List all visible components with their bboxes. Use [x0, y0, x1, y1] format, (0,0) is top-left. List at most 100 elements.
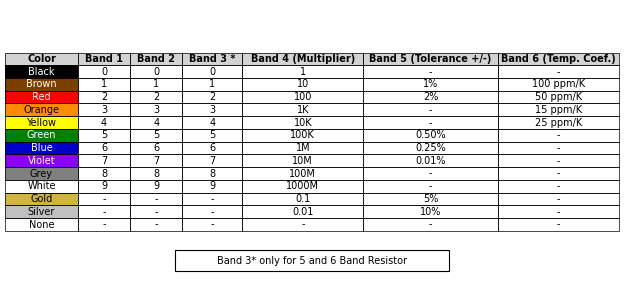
- Text: -: -: [557, 67, 560, 77]
- Bar: [130, 205, 182, 218]
- Text: 8: 8: [153, 169, 159, 179]
- Bar: [498, 129, 619, 142]
- Bar: [182, 116, 242, 129]
- Bar: [78, 218, 130, 231]
- Bar: [242, 91, 363, 103]
- Bar: [242, 218, 363, 231]
- Text: -: -: [155, 207, 158, 217]
- Bar: [5, 65, 78, 78]
- Text: -: -: [155, 220, 158, 229]
- Text: 5%: 5%: [423, 194, 438, 204]
- Bar: [5, 142, 78, 154]
- Text: -: -: [210, 194, 214, 204]
- Text: 8: 8: [101, 169, 107, 179]
- Bar: [363, 180, 498, 193]
- Bar: [363, 103, 498, 116]
- Bar: [175, 250, 449, 272]
- Text: -: -: [557, 220, 560, 229]
- Bar: [242, 193, 363, 205]
- Bar: [130, 53, 182, 65]
- Text: -: -: [429, 181, 432, 191]
- Bar: [242, 180, 363, 193]
- Bar: [130, 91, 182, 103]
- Bar: [78, 205, 130, 218]
- Bar: [498, 167, 619, 180]
- Text: 10M: 10M: [293, 156, 313, 166]
- Bar: [182, 65, 242, 78]
- Text: 2%: 2%: [423, 92, 438, 102]
- Bar: [363, 180, 498, 193]
- Text: 7: 7: [153, 156, 159, 166]
- Bar: [78, 218, 130, 231]
- Bar: [498, 91, 619, 103]
- Bar: [5, 154, 78, 167]
- Bar: [5, 53, 78, 65]
- Bar: [363, 65, 498, 78]
- Bar: [498, 180, 619, 193]
- Bar: [242, 53, 363, 65]
- Text: 3: 3: [209, 105, 215, 115]
- Bar: [78, 116, 130, 129]
- Bar: [78, 116, 130, 129]
- Bar: [498, 103, 619, 116]
- Bar: [78, 91, 130, 103]
- Bar: [242, 53, 363, 65]
- Text: -: -: [429, 105, 432, 115]
- Text: 100 ppm/K: 100 ppm/K: [532, 80, 585, 89]
- Bar: [5, 193, 78, 205]
- Text: 2: 2: [153, 92, 159, 102]
- Bar: [242, 103, 363, 116]
- Bar: [78, 91, 130, 103]
- Text: Yellow: Yellow: [26, 118, 56, 128]
- Bar: [363, 167, 498, 180]
- Text: -: -: [557, 207, 560, 217]
- Text: -: -: [429, 118, 432, 128]
- Text: Grey: Grey: [30, 169, 53, 179]
- Bar: [242, 193, 363, 205]
- Bar: [242, 180, 363, 193]
- Text: Brown: Brown: [26, 80, 57, 89]
- Bar: [242, 91, 363, 103]
- Bar: [498, 193, 619, 205]
- Text: 1%: 1%: [423, 80, 438, 89]
- Bar: [5, 129, 78, 142]
- Bar: [5, 167, 78, 180]
- Text: 0: 0: [209, 67, 215, 77]
- Text: White: White: [27, 181, 56, 191]
- Bar: [130, 193, 182, 205]
- Text: -: -: [429, 169, 432, 179]
- Text: 0.50%: 0.50%: [415, 130, 446, 140]
- Bar: [182, 91, 242, 103]
- Bar: [363, 91, 498, 103]
- Bar: [182, 116, 242, 129]
- Bar: [363, 129, 498, 142]
- Text: 1: 1: [300, 67, 306, 77]
- Bar: [78, 65, 130, 78]
- Bar: [242, 154, 363, 167]
- Bar: [5, 53, 78, 65]
- Bar: [78, 180, 130, 193]
- Bar: [130, 91, 182, 103]
- Text: -: -: [155, 194, 158, 204]
- Bar: [182, 142, 242, 154]
- Bar: [498, 116, 619, 129]
- Bar: [5, 142, 78, 154]
- Bar: [242, 78, 363, 91]
- Bar: [78, 180, 130, 193]
- Bar: [5, 218, 78, 231]
- Text: -: -: [102, 207, 105, 217]
- Text: -: -: [210, 207, 214, 217]
- Bar: [5, 65, 78, 78]
- Bar: [242, 205, 363, 218]
- Text: 0: 0: [101, 67, 107, 77]
- Text: 1M: 1M: [296, 143, 310, 153]
- Bar: [242, 167, 363, 180]
- Text: Band 3 *: Band 3 *: [189, 54, 235, 64]
- Bar: [498, 193, 619, 205]
- Bar: [182, 129, 242, 142]
- Bar: [5, 218, 78, 231]
- Bar: [182, 180, 242, 193]
- Text: 10: 10: [296, 80, 309, 89]
- Bar: [5, 116, 78, 129]
- Bar: [242, 129, 363, 142]
